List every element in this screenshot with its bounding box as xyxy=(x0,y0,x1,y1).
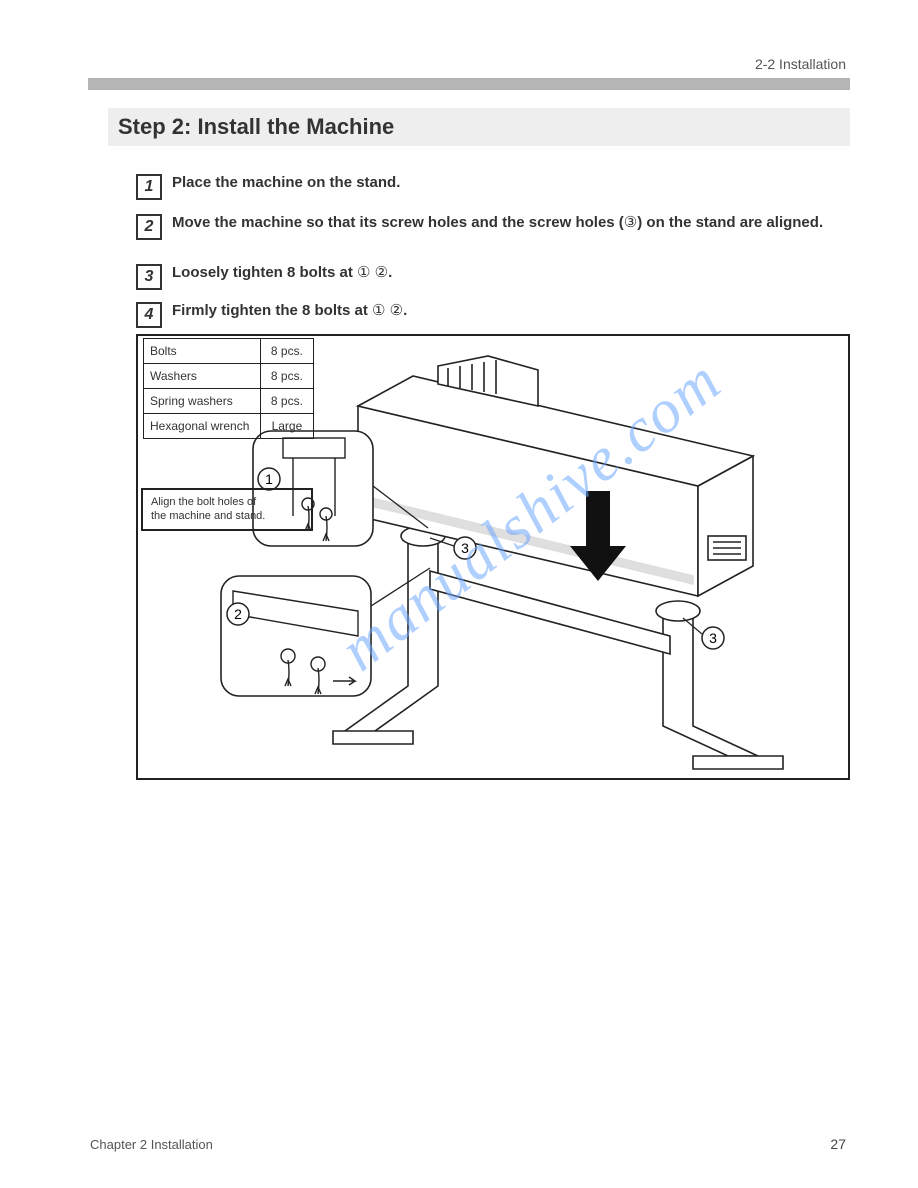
step-2-pre: Move the machine so that its screw holes… xyxy=(172,214,624,231)
table-row: Hexagonal wrench Large xyxy=(144,414,314,439)
hw-name: Spring washers xyxy=(144,389,261,414)
svg-text:3: 3 xyxy=(709,630,717,646)
circled-2-inline-a: ② xyxy=(375,262,388,283)
chapter-label: Chapter 2 Installation xyxy=(90,1137,213,1152)
table-row: Bolts 8 pcs. xyxy=(144,339,314,364)
step-3: 3 Loosely tighten 8 bolts at ① ②. xyxy=(136,262,850,290)
circled-2-inline-b: ② xyxy=(390,300,403,321)
page-number: 27 xyxy=(830,1136,846,1152)
svg-text:1: 1 xyxy=(265,471,273,487)
hw-qty: 8 pcs. xyxy=(260,389,313,414)
circled-1-inline-b: ① xyxy=(372,300,385,321)
svg-text:2: 2 xyxy=(234,606,242,622)
header-right-text: 2-2 Installation xyxy=(755,56,846,72)
align-note-line1: Align the bolt holes of xyxy=(151,495,303,509)
hw-name: Hexagonal wrench xyxy=(144,414,261,439)
step-4: 4 Firmly tighten the 8 bolts at ① ②. xyxy=(136,300,850,328)
step-num-4: 4 xyxy=(136,302,162,328)
hw-name: Bolts xyxy=(144,339,261,364)
step-3-post: . xyxy=(388,264,392,281)
hardware-table: Bolts 8 pcs. Washers 8 pcs. Spring washe… xyxy=(143,338,314,439)
align-note-frame: Align the bolt holes of the machine and … xyxy=(141,488,313,531)
step-1: 1 Place the machine on the stand. xyxy=(136,172,850,200)
step-num-3: 3 xyxy=(136,264,162,290)
step-num-1: 1 xyxy=(136,174,162,200)
hw-qty: 8 pcs. xyxy=(260,339,313,364)
step-4-mid: . xyxy=(403,302,407,319)
table-row: Washers 8 pcs. xyxy=(144,364,314,389)
circled-3-inline: ③ xyxy=(624,212,637,233)
svg-text:3: 3 xyxy=(461,540,469,556)
step-2-post: ) on the stand are aligned. xyxy=(637,214,823,231)
hw-qty: Large xyxy=(260,414,313,439)
align-note-line2: the machine and stand. xyxy=(151,509,303,523)
step-num-2: 2 xyxy=(136,214,162,240)
table-row: Spring washers 8 pcs. xyxy=(144,389,314,414)
hw-qty: 8 pcs. xyxy=(260,364,313,389)
step-2-text: Move the machine so that its screw holes… xyxy=(172,212,823,233)
step-1-text: Place the machine on the stand. xyxy=(172,172,400,193)
step-4-pre: Firmly tighten the 8 bolts at xyxy=(172,302,372,319)
section-title: Step 2: Install the Machine xyxy=(108,108,850,146)
step-2: 2 Move the machine so that its screw hol… xyxy=(136,212,850,240)
step-3-pre: Loosely tighten 8 bolts at xyxy=(172,264,357,281)
step-3-text: Loosely tighten 8 bolts at ① ②. xyxy=(172,262,392,283)
circled-1-inline-a: ① xyxy=(357,262,370,283)
step-4-text: Firmly tighten the 8 bolts at ① ②. xyxy=(172,300,407,321)
hw-name: Washers xyxy=(144,364,261,389)
header-bar xyxy=(88,78,850,90)
